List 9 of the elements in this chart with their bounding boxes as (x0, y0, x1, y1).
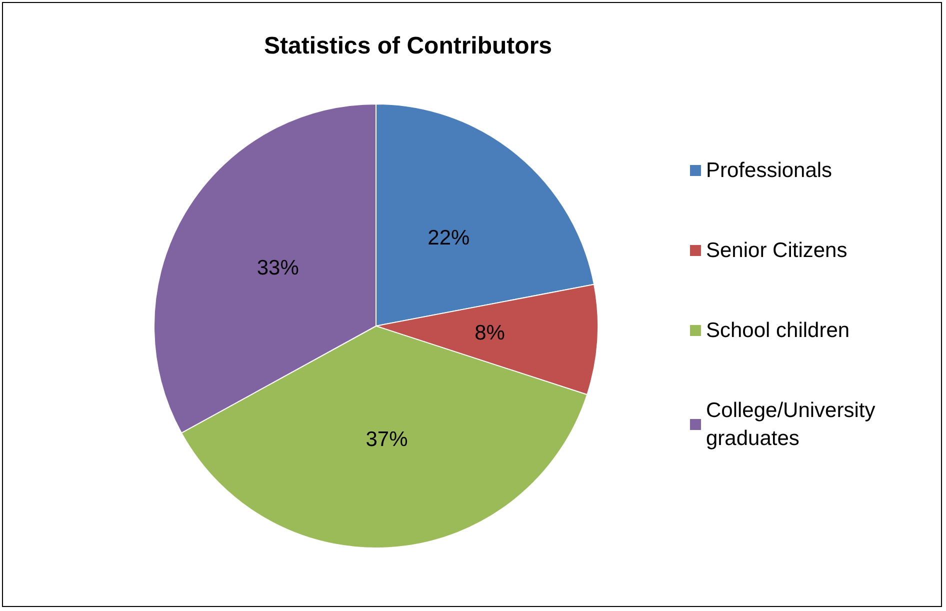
legend-label: College/University graduates (706, 399, 882, 450)
data-label: 22% (428, 226, 470, 250)
chart-title: Statistics of Contributors (264, 32, 552, 60)
data-label: 33% (256, 256, 299, 280)
data-label: 8% (474, 322, 505, 345)
legend-label: Professionals (706, 159, 832, 182)
legend-label: Senior Citizens (706, 239, 848, 262)
legend-label: School children (706, 319, 850, 342)
data-label: 37% (366, 428, 408, 451)
